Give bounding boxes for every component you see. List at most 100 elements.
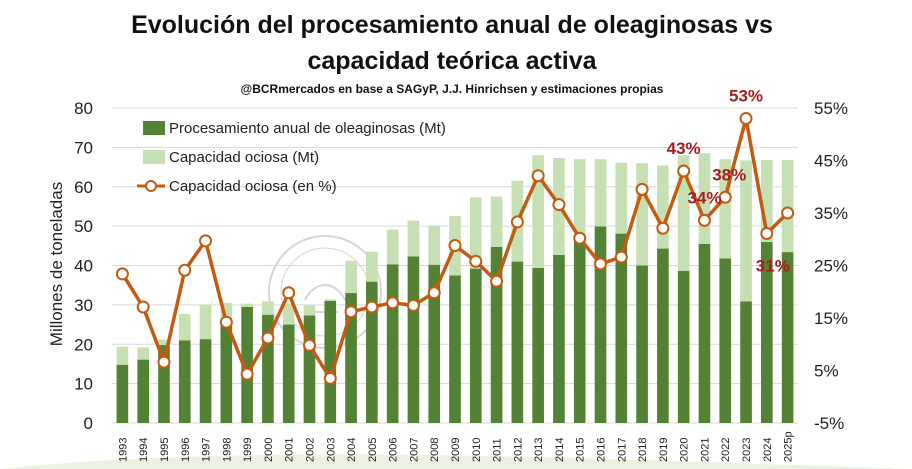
x-tick-label: 2007 [408,438,420,462]
bar-processing [490,246,503,423]
bar-idle-capacity [719,159,732,259]
idle-pct-point [178,263,192,277]
x-tick-label: 2001 [284,438,296,462]
bar-processing [532,267,544,423]
idle-pct-point [386,296,400,310]
bar-processing [178,340,191,423]
bar-idle-capacity [469,197,482,269]
y-tick-label: 0 [84,414,93,433]
x-tick-label: 2013 [533,438,545,462]
bar-idle-capacity [241,303,253,307]
idle-pct-point [365,300,379,314]
bar-processing [303,315,316,423]
idle-pct-point [448,239,462,253]
legend-swatch-processing [143,121,165,135]
x-tick-label: 2014 [554,438,566,462]
bar-processing [511,261,524,423]
y-tick-label: 80 [74,99,93,118]
bar-processing [657,248,669,423]
chart-title-line-2: capacidad teórica activa [307,47,597,75]
y2-tick-label: 25% [814,257,848,276]
legend-label-idle-pct: Capacidad ociosa (en %) [169,178,337,195]
bar-idle-capacity [532,155,544,268]
legend-label-processing: Procesamiento anual de oleaginosas (Mt) [169,120,446,137]
x-tick-label: 2010 [471,438,483,462]
x-tick-label: 2019 [658,438,670,462]
bar-processing [636,265,648,423]
idle-pct-point [261,331,275,345]
x-tick-label: 2005 [367,438,379,462]
x-tick-label: 2002 [304,438,316,462]
idle-pct-point [573,231,587,245]
legend-label-idle-mt: Capacidad ociosa (Mt) [169,149,319,166]
bar-idle-capacity [781,159,794,253]
x-tick-label: 2015 [575,438,587,462]
bar-processing [594,226,607,423]
bar-processing [116,364,129,423]
bar-processing [262,314,274,423]
bar-idle-capacity [740,160,752,302]
x-tick-label: 2018 [637,438,649,462]
bar-idle-capacity [677,155,690,272]
x-tick-label: 2023 [741,438,753,462]
idle-pct-point [406,298,420,312]
annotation-label: 31% [756,256,790,275]
x-tick-label: 1999 [242,438,254,462]
x-tick-label: 1994 [138,438,150,462]
idle-pct-point [635,182,649,196]
annotations: 43% 34% 38% 53% 31% [667,87,790,276]
idle-pct-point [344,305,358,319]
bar-processing [760,241,773,423]
x-tick-label: 2003 [325,438,337,462]
x-tick-label: 2006 [388,438,400,462]
x-tick-label: 2004 [346,438,358,462]
idle-pct-point [490,274,504,288]
idle-pct-point [781,206,795,220]
bar-idle-capacity [407,220,420,257]
y-tick-label: 60 [74,178,93,197]
idle-pct-point [697,213,711,227]
x-tick-label: 1997 [201,438,213,462]
idle-pct-point [157,355,171,369]
y2-tick-label: 45% [814,152,848,171]
bar-idle-capacity [137,347,150,360]
idle-pct-point [552,198,566,212]
idle-pct-point [469,254,483,268]
x-tick-label: 2009 [450,438,462,462]
chart-title: Evolución del procesamiento anual de ole… [131,11,773,39]
bar-idle-capacity [345,260,357,294]
y2-tick-label: 55% [814,99,848,118]
bar-idle-capacity [158,339,170,346]
idle-pct-point [136,300,150,314]
bar-idle-capacity [178,313,191,341]
bar-processing [407,256,420,423]
x-tick-label: 2024 [762,438,774,462]
idle-pct-point [510,215,524,229]
idle-pct-point [614,250,628,264]
bar-idle-capacity [698,153,711,244]
annotation-label: 34% [687,188,721,207]
y-tick-label: 40 [74,257,93,276]
x-tick-label: 2008 [429,438,441,462]
bar-processing [345,293,357,423]
y-tick-label: 20 [74,335,93,354]
idle-pct-point [219,315,233,329]
idle-pct-point [240,367,254,381]
bar-idle-capacity [366,251,378,282]
bar-processing [740,301,752,423]
legend-swatch-idle-pct-marker [145,180,157,192]
bar-processing [573,238,586,423]
bar-idle-capacity [386,229,399,265]
idle-pct-point [282,286,296,300]
chart-subtitle: @BCRmercados en base a SAGyP, J.J. Hinri… [241,82,664,96]
y2-tick-label: 35% [814,204,848,223]
legend-swatch-idle-mt [143,150,165,164]
x-tick-label: 1993 [117,438,129,462]
bottom-swoosh-decoration [0,454,912,469]
bar-processing [677,271,690,423]
idle-pct-point [302,338,316,352]
idle-pct-point [531,169,545,183]
bar-processing [137,359,150,423]
x-tick-label: 2021 [699,438,711,462]
